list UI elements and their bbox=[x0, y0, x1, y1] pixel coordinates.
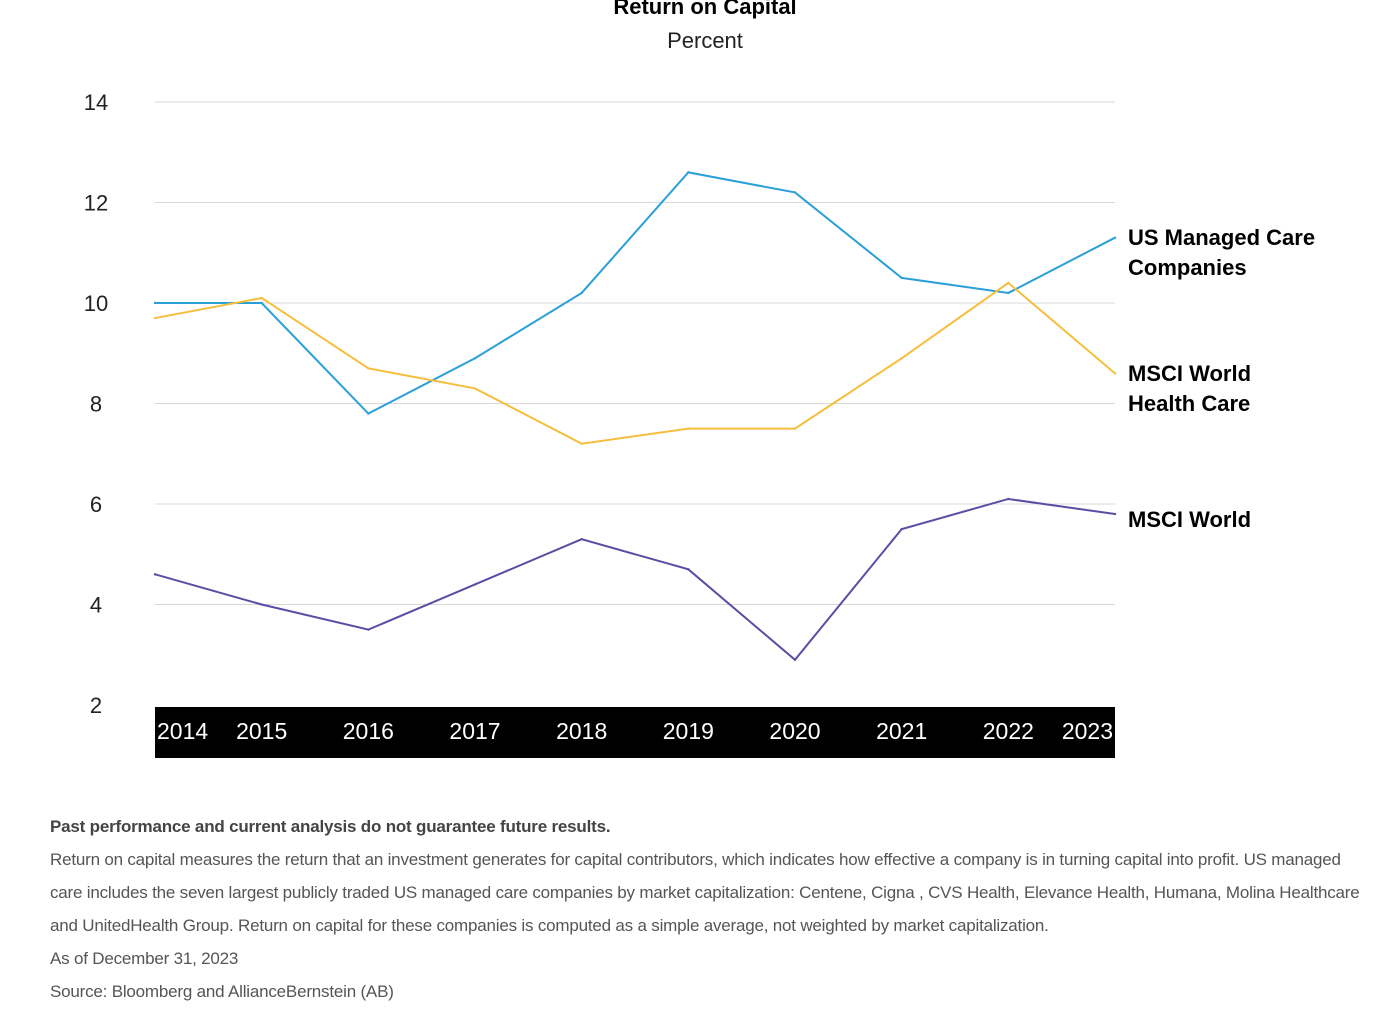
line-chart: 14 12 10 8 6 4 2 2014 2015 2016 2017 2018 2019 2020 20… bbox=[84, 90, 1315, 758]
data-point-us-managed-care-companies bbox=[473, 357, 477, 360]
x-tick-label: 2016 bbox=[343, 718, 394, 744]
data-point-msci-world-health-care bbox=[473, 387, 477, 390]
data-point-msci-world-health-care bbox=[1007, 281, 1010, 285]
data-point-msci-world bbox=[793, 658, 797, 661]
data-point-msci-world bbox=[687, 568, 690, 571]
x-tick-label: 2022 bbox=[983, 718, 1034, 744]
x-tick-label: 2023 bbox=[1062, 718, 1113, 744]
data-point-us-managed-care-companies bbox=[793, 191, 797, 194]
data-point-us-managed-care-companies bbox=[1007, 291, 1010, 295]
chart-notes: Past performance and current analysis do… bbox=[50, 810, 1370, 1008]
series-line-msci-world-health-care bbox=[154, 281, 1116, 445]
source-text: Source: Bloomberg and AllianceBernstein … bbox=[50, 982, 394, 1001]
x-tick-label: 2019 bbox=[663, 718, 714, 744]
data-point-msci-world bbox=[260, 603, 263, 606]
x-tick-label: 2021 bbox=[876, 718, 927, 744]
data-point-us-managed-care-companies bbox=[1113, 236, 1117, 239]
data-point-us-managed-care-companies bbox=[367, 412, 370, 415]
data-point-msci-world bbox=[900, 527, 903, 531]
series-label-msci-world: MSCI World bbox=[1128, 507, 1251, 532]
data-point-us-managed-care-companies bbox=[260, 301, 263, 305]
data-point-msci-world-health-care bbox=[900, 357, 903, 360]
data-point-us-managed-care-companies bbox=[900, 276, 903, 280]
data-point-msci-world-health-care bbox=[580, 442, 583, 445]
y-tick-label: 6 bbox=[90, 492, 102, 517]
data-point-msci-world-health-care bbox=[687, 427, 690, 430]
y-tick-label: 14 bbox=[84, 90, 108, 115]
data-point-us-managed-care-companies bbox=[687, 171, 690, 174]
y-tick-label: 8 bbox=[90, 392, 102, 417]
data-point-msci-world-health-care bbox=[1113, 372, 1117, 375]
as-of-date: As of December 31, 2023 bbox=[50, 949, 239, 968]
data-point-us-managed-care-companies bbox=[153, 301, 157, 305]
data-point-msci-world bbox=[473, 583, 477, 586]
data-point-us-managed-care-companies bbox=[580, 291, 583, 295]
data-point-msci-world-health-care bbox=[153, 316, 157, 320]
data-point-msci-world bbox=[1007, 497, 1010, 501]
chart-title: Return on Capital bbox=[613, 0, 797, 19]
y-tick-label: 2 bbox=[90, 693, 102, 718]
data-point-msci-world-health-care bbox=[793, 427, 797, 430]
x-tick-label: 2015 bbox=[236, 718, 287, 744]
x-tick-label: 2014 bbox=[157, 718, 208, 744]
data-point-msci-world-health-care bbox=[260, 296, 263, 300]
series-line-us-managed-care-companies bbox=[155, 171, 1116, 415]
chart-subtitle: Percent bbox=[667, 28, 743, 53]
series-label-msci-world-health-care: MSCI World Health Care bbox=[1128, 361, 1251, 416]
x-tick-label: 2017 bbox=[449, 718, 500, 744]
series-label-us-managed-care-companies: US Managed Care Companies bbox=[1128, 225, 1315, 280]
data-point-msci-world-health-care bbox=[367, 367, 370, 370]
series-line-msci-world bbox=[154, 497, 1116, 662]
data-point-msci-world bbox=[1113, 512, 1117, 516]
x-tick-label: 2018 bbox=[556, 718, 607, 744]
y-tick-label: 10 bbox=[84, 291, 108, 316]
data-point-msci-world bbox=[580, 537, 583, 541]
y-tick-label: 12 bbox=[84, 191, 108, 216]
disclaimer-text: Past performance and current analysis do… bbox=[50, 817, 611, 836]
description-text: Return on capital measures the return th… bbox=[50, 850, 1360, 935]
x-tick-label: 2020 bbox=[769, 718, 820, 744]
x-axis-band bbox=[155, 707, 1115, 758]
data-point-msci-world bbox=[367, 628, 370, 631]
y-tick-label: 4 bbox=[90, 593, 102, 618]
data-point-msci-world bbox=[153, 573, 157, 576]
